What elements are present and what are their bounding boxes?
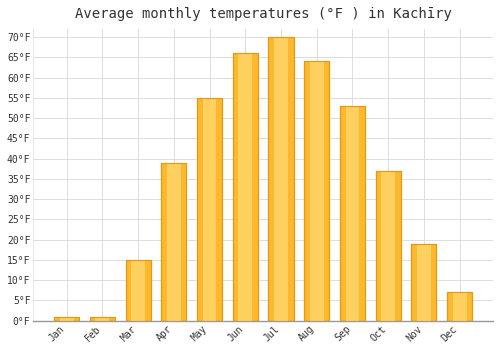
Bar xyxy=(447,292,472,321)
Bar xyxy=(340,106,365,321)
Bar xyxy=(90,317,115,321)
Bar xyxy=(310,62,324,321)
Bar xyxy=(54,317,79,321)
Bar xyxy=(376,171,400,321)
Bar xyxy=(126,260,150,321)
Bar xyxy=(96,317,109,321)
Bar xyxy=(238,53,252,321)
Bar xyxy=(268,37,293,321)
Bar xyxy=(382,171,395,321)
Bar xyxy=(60,317,74,321)
Bar xyxy=(197,98,222,321)
Title: Average monthly temperatures (°F ) in Kachīry: Average monthly temperatures (°F ) in Ka… xyxy=(74,7,452,21)
Bar xyxy=(233,53,258,321)
Bar xyxy=(197,98,222,321)
Bar xyxy=(417,244,431,321)
Bar xyxy=(304,62,329,321)
Bar xyxy=(167,163,180,321)
Bar xyxy=(90,317,115,321)
Bar xyxy=(340,106,365,321)
Bar xyxy=(412,244,436,321)
Bar xyxy=(447,292,472,321)
Bar xyxy=(304,62,329,321)
Bar xyxy=(412,244,436,321)
Bar xyxy=(162,163,186,321)
Bar xyxy=(202,98,216,321)
Bar xyxy=(54,317,79,321)
Bar xyxy=(453,292,466,321)
Bar xyxy=(346,106,360,321)
Bar xyxy=(162,163,186,321)
Bar xyxy=(233,53,258,321)
Bar xyxy=(126,260,150,321)
Bar xyxy=(274,37,288,321)
Bar xyxy=(376,171,400,321)
Bar xyxy=(131,260,145,321)
Bar xyxy=(268,37,293,321)
